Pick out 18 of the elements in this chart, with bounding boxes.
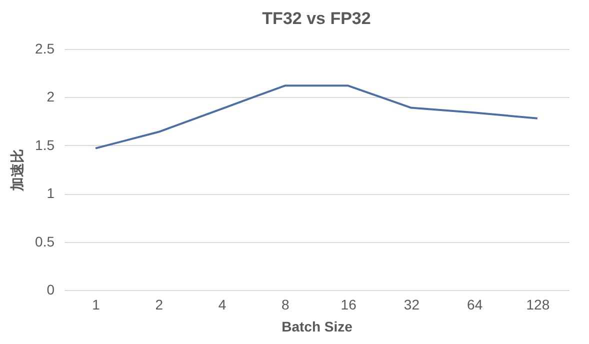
- x-tick-label: 32: [404, 296, 420, 312]
- x-tick-label: 1: [92, 296, 100, 312]
- x-tick-label: 64: [467, 296, 483, 312]
- y-tick-label: 2.5: [35, 40, 55, 56]
- x-tick-label: 2: [155, 296, 164, 312]
- y-tick-label: 2: [46, 88, 55, 105]
- y-tick-label: 1.5: [35, 136, 55, 153]
- x-tick-label: 4: [218, 296, 226, 312]
- line-series: [94, 84, 538, 150]
- x-tick-label: 16: [340, 296, 357, 312]
- y-axis-title: 加速比: [9, 149, 26, 192]
- x-axis-title: Batch Size: [282, 318, 353, 334]
- y-tick-label: 0: [46, 282, 55, 298]
- x-tick-label: 8: [282, 296, 290, 312]
- y-tick-label: 0.5: [35, 233, 55, 250]
- y-tick-label: 1: [46, 185, 55, 202]
- x-tick-label: 128: [526, 296, 550, 312]
- chart-title: TF32 vs FP32: [262, 9, 371, 28]
